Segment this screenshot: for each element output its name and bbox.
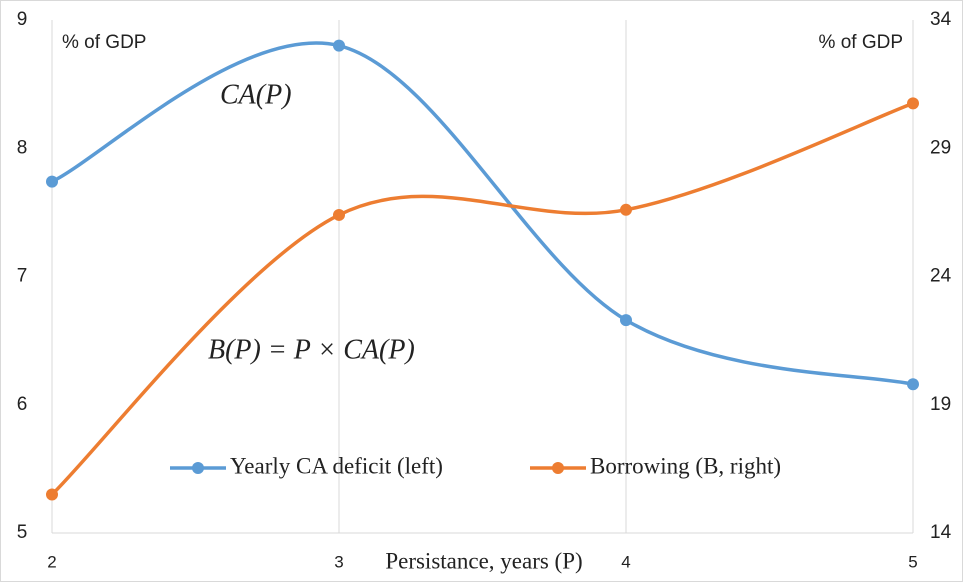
data-point xyxy=(620,314,632,327)
y2-tick-label: 24 xyxy=(930,266,952,287)
y2-tick-label: 29 xyxy=(930,137,951,158)
data-point xyxy=(46,488,58,501)
y-tick-label: 5 xyxy=(17,522,28,543)
legend-label: Borrowing (B, right) xyxy=(590,453,781,478)
y2-tick-label: 14 xyxy=(930,522,952,543)
data-point xyxy=(907,97,919,110)
x-tick-label: 3 xyxy=(334,552,343,571)
y-tick-label: 7 xyxy=(17,266,28,287)
y-tick-label: 8 xyxy=(17,137,28,158)
y2-tick-label: 34 xyxy=(930,9,952,30)
legend-marker xyxy=(192,462,204,474)
data-point xyxy=(620,203,632,216)
data-point xyxy=(333,208,345,221)
y-tick-label: 6 xyxy=(17,394,28,415)
legend-label: Yearly CA deficit (left) xyxy=(230,453,443,478)
x-tick-label: 4 xyxy=(621,552,630,571)
x-tick-label: 2 xyxy=(47,552,56,571)
y-axis-label: % of GDP xyxy=(62,32,146,53)
data-point xyxy=(907,378,919,391)
annotation: B(P) = P × CA(P) xyxy=(208,334,415,365)
series-line xyxy=(50,101,914,496)
data-point xyxy=(46,175,58,188)
y2-tick-label: 19 xyxy=(930,394,951,415)
x-tick-label: 5 xyxy=(908,552,917,571)
y-tick-label: 9 xyxy=(17,9,28,30)
x-axis-label: Persistance, years (P) xyxy=(385,548,582,573)
y2-axis-label: % of GDP xyxy=(819,32,903,53)
legend-marker xyxy=(552,462,564,474)
annotation: CA(P) xyxy=(220,79,292,110)
series-line xyxy=(51,41,914,386)
data-point xyxy=(333,39,345,52)
